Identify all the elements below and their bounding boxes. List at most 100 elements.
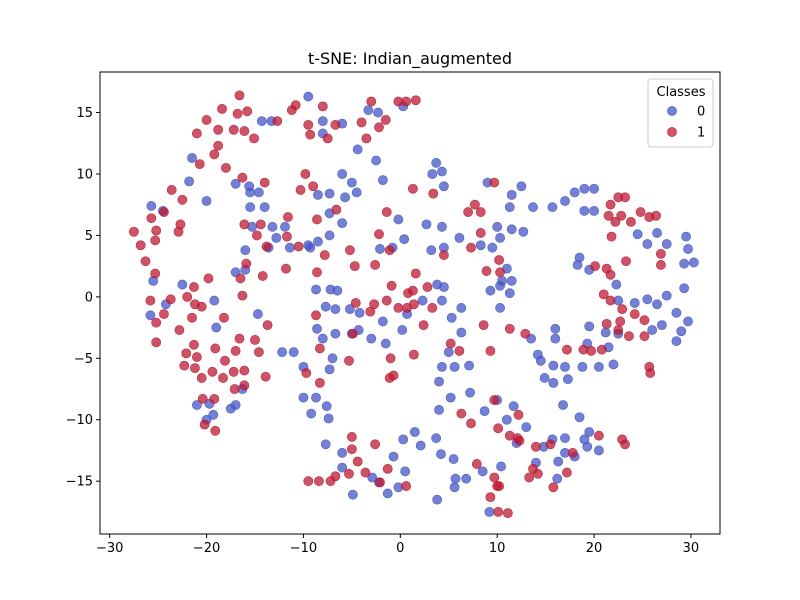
point-class-0-39 <box>324 230 335 241</box>
point-class-1-207 <box>656 248 666 259</box>
point-class-0-11 <box>431 158 442 168</box>
point-class-0-107 <box>397 325 408 335</box>
point-class-0-38 <box>313 236 323 247</box>
point-class-1-111 <box>210 425 221 436</box>
point-class-1-44 <box>470 199 480 210</box>
point-class-1-56 <box>422 282 433 292</box>
legend-label-class-1: 1 <box>697 126 705 141</box>
point-class-1-6 <box>272 116 283 127</box>
point-class-0-217 <box>211 322 222 333</box>
point-class-1-175 <box>548 482 559 493</box>
point-class-0-65 <box>569 187 580 198</box>
point-class-1-53 <box>410 268 421 279</box>
point-class-1-141 <box>346 432 357 442</box>
point-class-1-39 <box>381 207 392 217</box>
point-class-0-69 <box>589 183 599 194</box>
point-class-1-12 <box>374 122 384 133</box>
point-class-0-7 <box>256 116 267 127</box>
point-class-0-185 <box>539 373 550 383</box>
point-class-0-95 <box>320 301 331 312</box>
point-class-0-36 <box>240 245 251 256</box>
point-class-0-157 <box>398 434 409 445</box>
point-class-0-189 <box>577 361 588 372</box>
point-class-1-130 <box>140 256 151 267</box>
point-class-1-19 <box>249 133 259 144</box>
point-class-0-179 <box>582 441 593 452</box>
point-class-1-186 <box>578 344 589 355</box>
point-class-0-196 <box>584 321 595 332</box>
x-axis: −30 −20 −10 0 10 20 30 <box>96 534 699 556</box>
point-class-0-163 <box>448 454 459 464</box>
point-class-1-0 <box>234 90 245 101</box>
point-class-0-46 <box>393 214 404 225</box>
point-class-0-70 <box>506 224 517 235</box>
point-class-1-140 <box>346 444 357 455</box>
point-class-0-61 <box>504 202 515 213</box>
point-class-0-3 <box>373 107 383 118</box>
x-tick-label: 20 <box>586 541 603 556</box>
point-class-0-148 <box>324 364 335 375</box>
point-class-1-36 <box>370 260 381 270</box>
y-tick-label: 10 <box>76 167 93 182</box>
point-class-1-92 <box>253 347 264 358</box>
point-class-1-115 <box>151 317 162 328</box>
point-class-1-41 <box>408 183 418 194</box>
point-class-0-184 <box>548 377 559 388</box>
point-class-0-116 <box>443 347 454 358</box>
point-class-1-67 <box>315 377 325 388</box>
point-class-0-0 <box>303 91 314 102</box>
point-class-1-199 <box>605 199 616 210</box>
point-class-1-159 <box>489 395 500 405</box>
point-class-1-9 <box>366 96 377 107</box>
point-class-1-86 <box>182 291 193 302</box>
point-class-1-174 <box>545 439 556 450</box>
point-class-1-33 <box>331 204 342 215</box>
point-class-0-79 <box>681 231 691 242</box>
point-class-0-209 <box>647 325 658 335</box>
point-class-1-75 <box>239 219 250 230</box>
point-class-1-83 <box>189 282 199 292</box>
point-class-1-108 <box>209 393 220 404</box>
point-class-0-101 <box>330 328 341 339</box>
point-class-1-34 <box>319 250 330 260</box>
point-class-1-127 <box>175 219 186 230</box>
point-class-1-2 <box>232 108 243 119</box>
point-class-1-155 <box>445 338 456 349</box>
point-class-0-146 <box>337 462 348 473</box>
point-class-1-202 <box>616 210 627 221</box>
point-class-0-17 <box>377 175 388 186</box>
point-class-1-113 <box>181 348 192 359</box>
point-class-0-204 <box>629 298 640 308</box>
point-class-1-212 <box>639 315 650 326</box>
legend-marker-class-0 <box>667 106 677 116</box>
point-class-1-21 <box>191 128 202 139</box>
point-class-1-217 <box>520 328 531 339</box>
point-class-0-167 <box>449 482 460 493</box>
point-class-0-143 <box>321 401 332 412</box>
legend-entries: 01 <box>667 105 705 141</box>
point-class-0-59 <box>506 189 517 200</box>
point-class-1-98 <box>190 363 200 374</box>
point-class-1-20 <box>213 124 224 135</box>
point-class-0-112 <box>437 295 447 306</box>
point-class-0-23 <box>245 187 256 198</box>
point-class-1-64 <box>344 355 354 366</box>
point-class-1-157 <box>456 408 467 419</box>
point-class-1-61 <box>365 306 376 317</box>
point-class-1-29 <box>300 169 311 179</box>
point-class-0-113 <box>446 312 457 323</box>
point-class-0-176 <box>560 433 570 444</box>
point-class-1-121 <box>151 225 162 236</box>
point-class-0-181 <box>584 427 595 437</box>
point-class-1-11 <box>330 119 341 130</box>
y-tick-label: 5 <box>85 229 93 244</box>
point-class-0-81 <box>679 258 690 269</box>
point-class-0-85 <box>506 275 517 286</box>
point-class-0-124 <box>479 406 490 417</box>
point-class-0-115 <box>456 327 467 338</box>
point-class-0-97 <box>345 304 355 315</box>
point-class-0-77 <box>642 239 653 249</box>
chart-title: t-SNE: Indian_augmented <box>308 49 512 69</box>
point-class-1-145 <box>401 481 412 491</box>
x-tick-label: −30 <box>96 541 123 556</box>
